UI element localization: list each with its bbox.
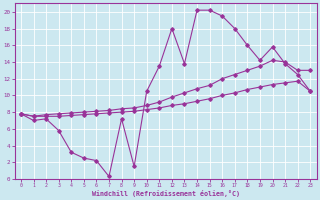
X-axis label: Windchill (Refroidissement éolien,°C): Windchill (Refroidissement éolien,°C) [92, 190, 240, 197]
